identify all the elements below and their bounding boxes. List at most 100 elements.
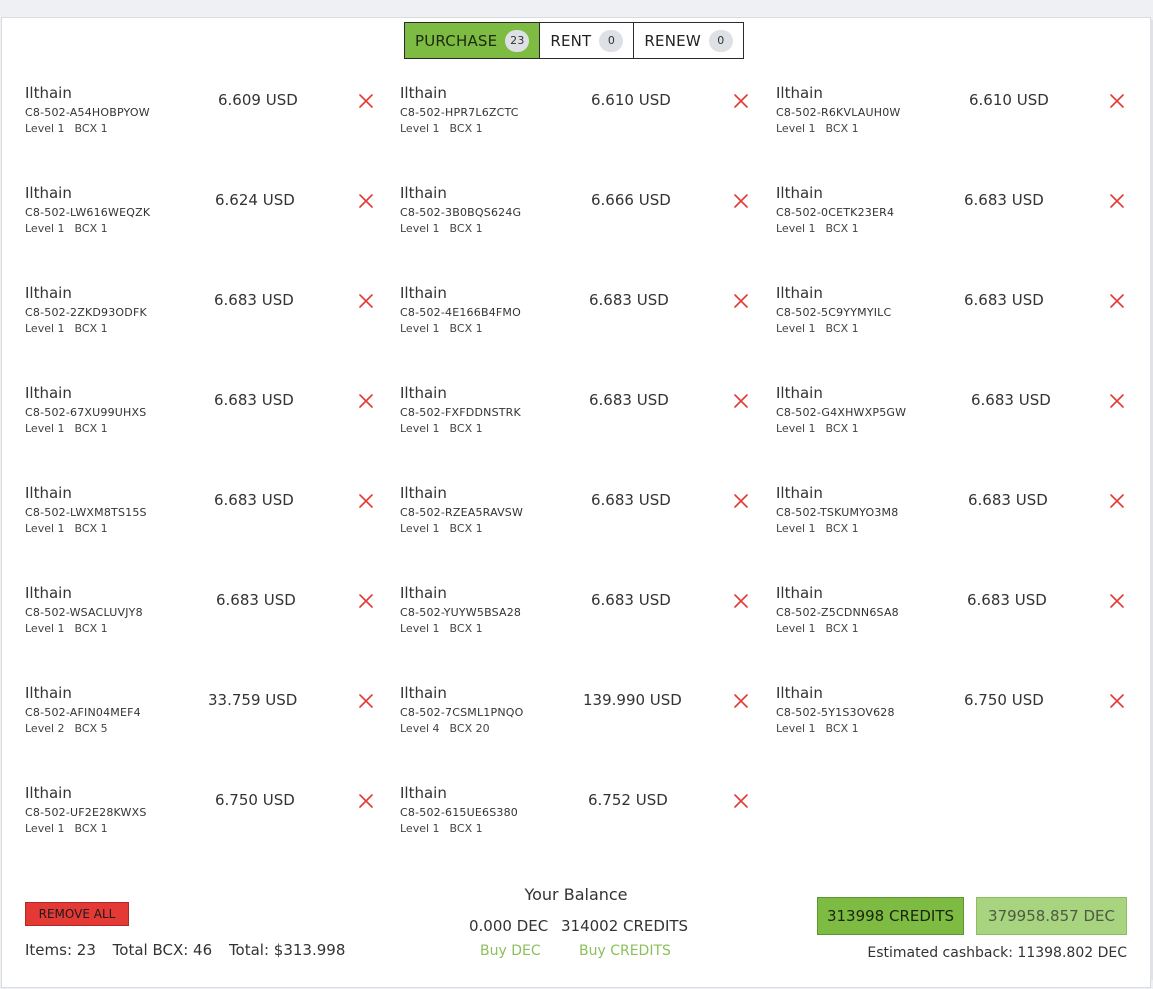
card-price: 6.624 USD: [215, 191, 295, 209]
card-name: Ilthain: [25, 384, 72, 402]
estimated-cashback: Estimated cashback: 11398.802 DEC: [867, 945, 1127, 961]
remove-all-button[interactable]: REMOVE ALL: [25, 902, 129, 926]
total-price: Total: $313.998: [228, 941, 346, 959]
card-price: 6.683 USD: [214, 491, 294, 509]
card-meta: Level 1 BCX 1: [776, 722, 859, 735]
card-bcx: BCX 1: [74, 522, 108, 535]
card-level: Level 1: [776, 522, 816, 535]
card-meta: Level 1 BCX 1: [25, 322, 108, 335]
close-icon[interactable]: [1110, 494, 1124, 508]
close-icon[interactable]: [1110, 694, 1124, 708]
card-name: Ilthain: [25, 84, 72, 102]
close-icon[interactable]: [359, 794, 373, 808]
tab-purchase[interactable]: PURCHASE 23: [404, 22, 541, 59]
card-uid: C8-502-5C9YYMYILC: [776, 306, 892, 319]
close-icon[interactable]: [1110, 394, 1124, 408]
card-uid: C8-502-A54HOBPYOW: [25, 106, 150, 119]
close-icon[interactable]: [359, 494, 373, 508]
card-uid: C8-502-67XU99UHXS: [25, 406, 147, 419]
card-price: 6.750 USD: [215, 791, 295, 809]
card-name: Ilthain: [400, 784, 447, 802]
card-price: 6.752 USD: [588, 791, 668, 809]
card-bcx: BCX 1: [74, 822, 108, 835]
card-level: Level 1: [400, 822, 440, 835]
pay-with-credits-button[interactable]: 313998 CREDITS: [817, 897, 964, 935]
card-price: 6.683 USD: [214, 291, 294, 309]
cart-totals: Items: 23 Total BCX: 46 Total: $313.998: [25, 941, 345, 959]
close-icon[interactable]: [359, 694, 373, 708]
close-icon[interactable]: [359, 294, 373, 308]
scrollbar-track[interactable]: [1150, 20, 1153, 980]
card-uid: C8-502-0CETK23ER4: [776, 206, 895, 219]
card-meta: Level 1 BCX 1: [776, 322, 859, 335]
close-icon[interactable]: [734, 794, 748, 808]
close-icon[interactable]: [734, 94, 748, 108]
buy-dec-link[interactable]: Buy DEC: [480, 943, 541, 959]
card-level: Level 1: [776, 322, 816, 335]
close-icon[interactable]: [734, 594, 748, 608]
close-icon[interactable]: [734, 294, 748, 308]
card-name: Ilthain: [25, 484, 72, 502]
tab-rent[interactable]: RENT 0: [539, 22, 635, 59]
card-bcx: BCX 1: [449, 822, 483, 835]
card-price: 6.683 USD: [964, 191, 1044, 209]
card-price: 6.683 USD: [216, 591, 296, 609]
card-level: Level 1: [25, 522, 65, 535]
card-bcx: BCX 20: [449, 722, 490, 735]
cart-item-card: Ilthain C8-502-AFIN04MEF4 Level 2 BCX 5 33.7…: [25, 684, 385, 744]
card-meta: Level 1 BCX 1: [400, 322, 483, 335]
card-meta: Level 1 BCX 1: [400, 422, 483, 435]
card-uid: C8-502-YUYW5BSA28: [400, 606, 522, 619]
tab-count-badge: 0: [708, 29, 733, 52]
card-uid: C8-502-5Y1S3OV628: [776, 706, 895, 719]
card-bcx: BCX 1: [825, 722, 859, 735]
card-name: Ilthain: [776, 284, 823, 302]
buy-credits-link[interactable]: Buy CREDITS: [579, 943, 671, 959]
card-level: Level 1: [400, 422, 440, 435]
close-icon[interactable]: [1110, 594, 1124, 608]
card-bcx: BCX 1: [74, 622, 108, 635]
cart-item-card: Ilthain C8-502-UF2E28KWXS Level 1 BCX 1 6.75…: [25, 784, 385, 844]
cart-item-card: Ilthain C8-502-LW616WEQZK Level 1 BCX 1 6.62…: [25, 184, 385, 244]
cart-item-card: Ilthain C8-502-Z5CDNN6SA8 Level 1 BCX 1 6.68…: [776, 584, 1136, 644]
card-bcx: BCX 1: [74, 322, 108, 335]
close-icon[interactable]: [734, 394, 748, 408]
tab-renew[interactable]: RENEW 0: [633, 22, 744, 59]
close-icon[interactable]: [734, 194, 748, 208]
cart-item-card: Ilthain C8-502-5C9YYMYILC Level 1 BCX 1 6.68…: [776, 284, 1136, 344]
cart-item-card: Ilthain C8-502-FXFDDNSTRK Level 1 BCX 1 6.68…: [400, 384, 760, 444]
card-bcx: BCX 1: [449, 422, 483, 435]
pay-with-dec-button[interactable]: 379958.857 DEC: [976, 897, 1127, 935]
close-icon[interactable]: [359, 94, 373, 108]
card-price: 6.610 USD: [591, 91, 671, 109]
close-icon[interactable]: [359, 394, 373, 408]
close-icon[interactable]: [359, 594, 373, 608]
card-name: Ilthain: [400, 684, 447, 702]
card-bcx: BCX 1: [449, 222, 483, 235]
card-level: Level 1: [25, 622, 65, 635]
card-level: Level 1: [400, 222, 440, 235]
card-bcx: BCX 1: [449, 122, 483, 135]
tab-label: RENT: [550, 31, 592, 50]
card-level: Level 1: [776, 422, 816, 435]
card-meta: Level 1 BCX 1: [776, 222, 859, 235]
close-icon[interactable]: [359, 194, 373, 208]
cart-item-card: Ilthain C8-502-2ZKD93ODFK Level 1 BCX 1 6.68…: [25, 284, 385, 344]
balance-title: Your Balance: [524, 885, 628, 904]
tab-label: PURCHASE: [415, 31, 498, 50]
close-icon[interactable]: [1110, 194, 1124, 208]
cart-item-card: Ilthain C8-502-0CETK23ER4 Level 1 BCX 1 6.68…: [776, 184, 1136, 244]
card-level: Level 1: [25, 822, 65, 835]
close-icon[interactable]: [734, 694, 748, 708]
card-name: Ilthain: [25, 584, 72, 602]
close-icon[interactable]: [734, 494, 748, 508]
close-icon[interactable]: [1110, 94, 1124, 108]
card-uid: C8-502-2ZKD93ODFK: [25, 306, 147, 319]
cart-item-card: Ilthain C8-502-LWXM8TS15S Level 1 BCX 1 6.68…: [25, 484, 385, 544]
card-bcx: BCX 1: [449, 522, 483, 535]
close-icon[interactable]: [1110, 294, 1124, 308]
card-price: 6.683 USD: [214, 391, 294, 409]
card-uid: C8-502-615UE6S380: [400, 806, 518, 819]
card-name: Ilthain: [776, 184, 823, 202]
card-price: 6.666 USD: [591, 191, 671, 209]
